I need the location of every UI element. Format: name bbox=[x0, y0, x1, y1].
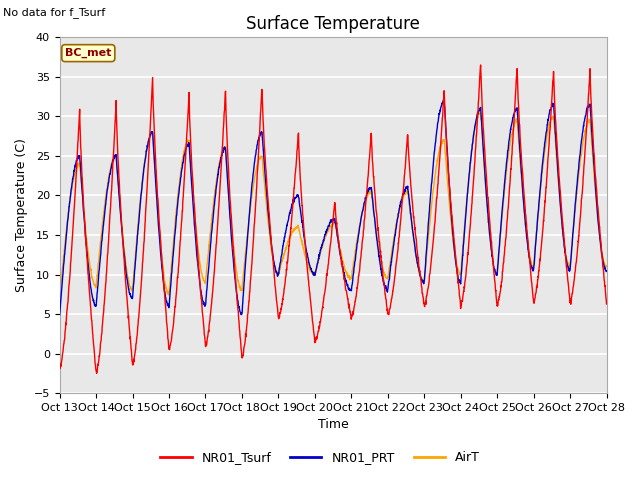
NR01_Tsurf bbox=[56, 364, 63, 370]
Text: BC_met: BC_met bbox=[65, 48, 111, 58]
Y-axis label: Surface Temperature (C): Surface Temperature (C) bbox=[15, 138, 28, 292]
NR01_Tsurf bbox=[555, 166, 563, 172]
NR01_Tsurf bbox=[603, 301, 611, 307]
Line: NR01_PRT: NR01_PRT bbox=[60, 100, 607, 315]
AirT bbox=[554, 180, 562, 185]
Line: AirT: AirT bbox=[60, 113, 607, 298]
AirT bbox=[492, 271, 500, 277]
NR01_Tsurf bbox=[570, 279, 578, 285]
AirT bbox=[361, 200, 369, 206]
X-axis label: Time: Time bbox=[317, 419, 348, 432]
AirT bbox=[208, 212, 216, 218]
NR01_PRT bbox=[440, 97, 447, 103]
NR01_PRT bbox=[492, 271, 500, 277]
NR01_PRT bbox=[56, 312, 63, 318]
Line: NR01_Tsurf: NR01_Tsurf bbox=[60, 65, 607, 373]
Legend: NR01_Tsurf, NR01_PRT, AirT: NR01_Tsurf, NR01_PRT, AirT bbox=[156, 446, 484, 469]
NR01_PRT bbox=[603, 268, 611, 274]
Text: No data for f_Tsurf: No data for f_Tsurf bbox=[3, 7, 106, 18]
NR01_Tsurf bbox=[493, 296, 500, 301]
NR01_Tsurf bbox=[209, 290, 216, 296]
NR01_Tsurf bbox=[361, 213, 369, 219]
AirT bbox=[349, 266, 356, 272]
NR01_PRT bbox=[570, 223, 577, 229]
NR01_Tsurf bbox=[349, 309, 356, 314]
NR01_PRT bbox=[361, 199, 369, 205]
AirT bbox=[477, 110, 484, 116]
NR01_PRT bbox=[349, 277, 356, 283]
AirT bbox=[603, 263, 611, 268]
Title: Surface Temperature: Surface Temperature bbox=[246, 15, 420, 33]
AirT bbox=[56, 295, 63, 300]
NR01_Tsurf bbox=[93, 371, 100, 376]
NR01_Tsurf bbox=[477, 62, 484, 68]
NR01_PRT bbox=[208, 225, 216, 231]
AirT bbox=[570, 224, 577, 229]
NR01_PRT bbox=[554, 174, 562, 180]
